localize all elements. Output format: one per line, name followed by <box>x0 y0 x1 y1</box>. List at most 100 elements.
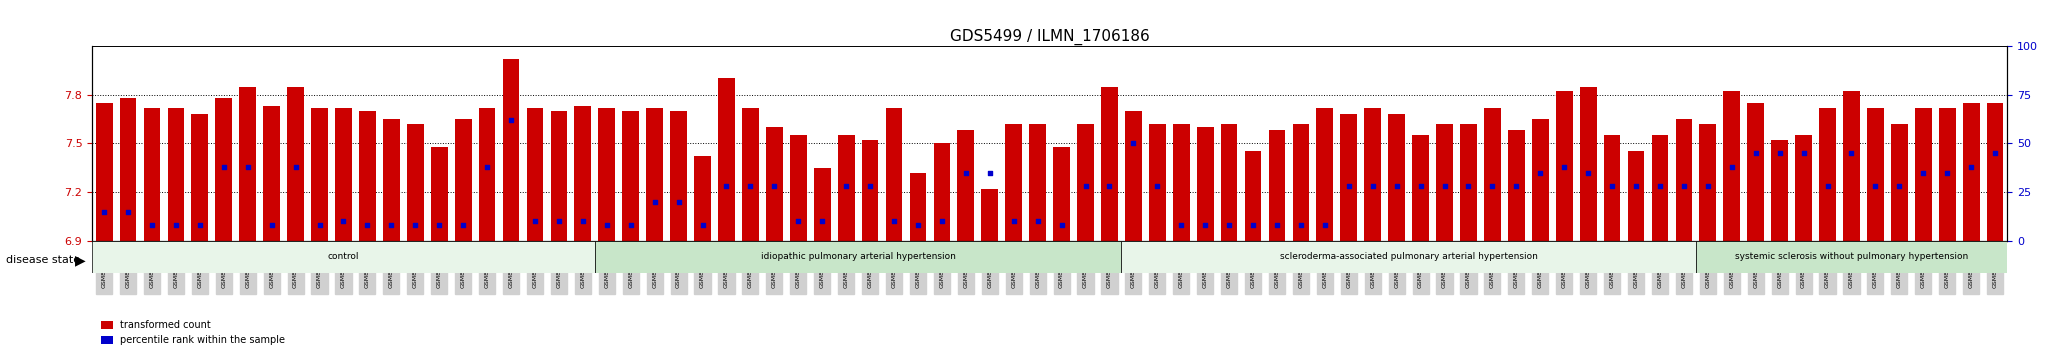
Bar <box>1364 108 1380 241</box>
Text: idiopathic pulmonary arterial hypertension: idiopathic pulmonary arterial hypertensi… <box>760 252 956 261</box>
Point <box>997 218 1030 224</box>
Point <box>1237 222 1270 228</box>
Point <box>1788 150 1821 156</box>
Point <box>399 222 432 228</box>
Bar <box>1772 140 1788 241</box>
Point <box>1571 170 1604 175</box>
Point <box>88 209 121 214</box>
Point <box>1860 183 1892 189</box>
Bar <box>526 108 543 241</box>
Point <box>1116 141 1149 146</box>
Bar <box>1796 135 1812 241</box>
Point <box>758 183 791 189</box>
FancyBboxPatch shape <box>1696 241 2007 273</box>
Text: disease state: disease state <box>6 255 80 265</box>
Bar <box>1939 108 1956 241</box>
Point <box>733 183 766 189</box>
Bar <box>264 106 281 241</box>
Bar <box>1724 91 1741 241</box>
Point <box>1645 183 1677 189</box>
Point <box>639 199 672 205</box>
Point <box>1595 183 1628 189</box>
Point <box>1356 183 1389 189</box>
Point <box>829 183 862 189</box>
Point <box>471 164 504 170</box>
Point <box>1477 183 1509 189</box>
Bar <box>1413 135 1430 241</box>
Bar <box>1030 124 1047 241</box>
Point <box>1309 222 1341 228</box>
Point <box>1262 222 1294 228</box>
Point <box>1405 183 1438 189</box>
Point <box>350 222 383 228</box>
Point <box>1739 150 1772 156</box>
Bar <box>336 108 352 241</box>
Bar <box>1843 91 1860 241</box>
Bar <box>1317 108 1333 241</box>
Point <box>1333 183 1366 189</box>
Bar <box>215 98 231 241</box>
FancyBboxPatch shape <box>92 241 594 273</box>
Bar <box>791 135 807 241</box>
Bar <box>143 108 160 241</box>
Point <box>950 170 983 175</box>
Point <box>805 218 838 224</box>
Point <box>614 222 647 228</box>
Point <box>1548 164 1581 170</box>
Bar <box>862 140 879 241</box>
Point <box>113 209 145 214</box>
Point <box>1069 183 1102 189</box>
Point <box>496 117 528 123</box>
Bar <box>909 172 926 241</box>
Point <box>1882 183 1915 189</box>
Point <box>1499 183 1532 189</box>
Point <box>1763 150 1796 156</box>
Point <box>662 199 694 205</box>
Bar <box>311 108 328 241</box>
Point <box>854 183 887 189</box>
Bar <box>885 108 903 241</box>
Point <box>1284 222 1317 228</box>
Bar <box>383 119 399 241</box>
Bar <box>96 103 113 241</box>
Bar <box>598 108 614 241</box>
Bar <box>1915 108 1931 241</box>
Point <box>135 222 168 228</box>
Bar <box>1149 124 1165 241</box>
Bar <box>358 111 375 241</box>
Bar <box>1341 114 1358 241</box>
Bar <box>1700 124 1716 241</box>
Bar <box>119 98 137 241</box>
Point <box>375 222 408 228</box>
Bar <box>1221 124 1237 241</box>
Bar <box>551 111 567 241</box>
Bar <box>1196 127 1214 241</box>
Bar <box>1868 108 1884 241</box>
Bar <box>1006 124 1022 241</box>
Point <box>1692 183 1724 189</box>
Point <box>1620 183 1653 189</box>
Bar <box>670 111 686 241</box>
Point <box>1427 183 1460 189</box>
Bar <box>719 79 735 241</box>
Bar <box>838 135 854 241</box>
Point <box>973 170 1006 175</box>
Point <box>926 218 958 224</box>
Point <box>879 218 911 224</box>
Point <box>1044 222 1077 228</box>
Point <box>184 222 217 228</box>
Bar <box>1245 152 1262 241</box>
Point <box>1165 222 1198 228</box>
Bar <box>1053 147 1069 241</box>
Bar <box>1102 87 1118 241</box>
Bar <box>1962 103 1980 241</box>
Point <box>782 218 815 224</box>
Bar <box>1174 124 1190 241</box>
Point <box>1380 183 1413 189</box>
Bar <box>1747 103 1763 241</box>
Bar <box>1268 130 1286 241</box>
Bar <box>1556 91 1573 241</box>
Point <box>1667 183 1700 189</box>
Point <box>1810 183 1843 189</box>
Point <box>1716 164 1749 170</box>
